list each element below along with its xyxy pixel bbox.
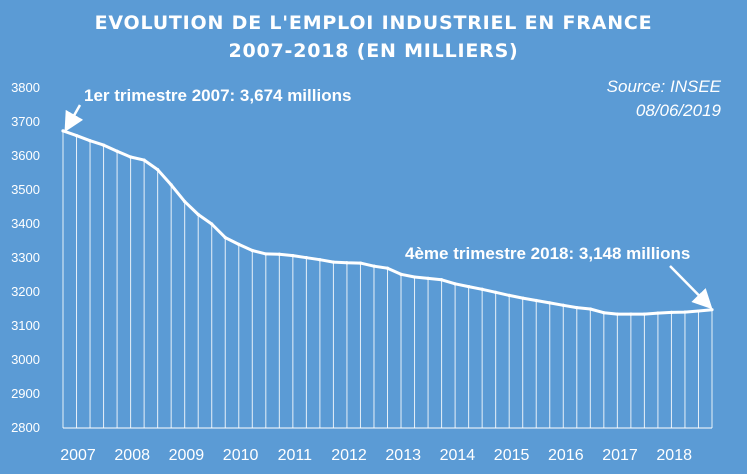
data-point: [237, 242, 241, 246]
data-point: [642, 312, 646, 316]
y-tick-label: 3100: [11, 318, 40, 333]
y-tick-label: 3600: [11, 148, 40, 163]
data-point: [291, 254, 295, 258]
y-tick-label: 3700: [11, 114, 40, 129]
data-point: [588, 307, 592, 311]
data-point: [412, 275, 417, 279]
y-tick-label: 3400: [11, 216, 40, 231]
x-tick-label: 2013: [385, 447, 421, 464]
data-point: [196, 212, 200, 217]
data-point: [534, 298, 538, 303]
y-tick-label: 2800: [11, 420, 40, 435]
data-point: [101, 143, 106, 147]
x-tick-label: 2017: [602, 447, 638, 464]
x-tick-label: 2015: [494, 447, 530, 464]
data-point: [210, 222, 214, 226]
chart-title-line2: 2007-2018 (EN MILLIERS): [228, 40, 519, 62]
data-point: [426, 276, 430, 280]
data-point: [507, 293, 511, 297]
y-tick-label: 2900: [11, 386, 40, 401]
annotation-start-arrow: [64, 104, 84, 133]
annotation-end-arrow: [669, 265, 713, 310]
data-point: [250, 248, 254, 253]
x-tick-label: 2009: [169, 447, 205, 464]
data-point: [602, 311, 606, 315]
y-tick-label: 3800: [11, 80, 40, 95]
data-point: [331, 260, 336, 264]
data-point: [129, 155, 133, 159]
data-point: [399, 272, 403, 276]
x-tick-label: 2012: [331, 447, 367, 464]
x-tick-label: 2010: [223, 447, 259, 464]
data-point: [548, 301, 552, 305]
data-point: [385, 266, 390, 270]
data-point: [629, 312, 633, 316]
data-point: [615, 312, 619, 316]
data-point: [169, 183, 173, 187]
data-point: [61, 129, 65, 133]
data-point: [264, 252, 268, 256]
data-point: [318, 258, 322, 262]
data-point: [74, 134, 79, 138]
x-tick-label: 2011: [278, 447, 313, 464]
data-point: [561, 303, 565, 307]
data-point: [467, 284, 471, 289]
data-point: [142, 158, 146, 162]
data-point: [115, 149, 119, 153]
data-point: [358, 261, 363, 265]
data-point: [480, 287, 484, 291]
y-tick-label: 3500: [11, 182, 40, 197]
data-point: [304, 256, 308, 260]
annotation-end-label: 4ème trimestre 2018: 3,148 millions: [405, 244, 690, 263]
x-tick-label: 2018: [656, 447, 692, 464]
x-tick-label: 2008: [114, 447, 150, 464]
data-point: [521, 296, 525, 300]
data-point: [683, 310, 687, 314]
chart-title-line1: EVOLUTION DE L'EMPLOI INDUSTRIEL EN FRAN…: [94, 12, 653, 34]
y-tick-label: 3000: [11, 352, 40, 367]
y-tick-label: 3200: [11, 284, 40, 299]
data-point: [223, 236, 227, 240]
data-point: [88, 139, 92, 143]
data-point: [439, 278, 444, 282]
data-point: [453, 282, 457, 286]
data-point: [494, 290, 498, 294]
x-tick-label: 2016: [548, 447, 584, 464]
data-point: [277, 252, 281, 256]
x-tick-label: 2007: [60, 447, 96, 464]
data-point: [710, 308, 714, 312]
data-point: [156, 168, 160, 172]
data-point: [372, 264, 376, 268]
chart-source-date: 08/06/2019: [635, 101, 721, 120]
x-tick-label: 2014: [440, 447, 476, 464]
data-point: [656, 311, 660, 315]
data-point: [345, 261, 349, 265]
data-point: [669, 310, 674, 314]
chart-source: Source: INSEE: [606, 77, 721, 96]
data-point: [575, 306, 579, 310]
annotation-start-label: 1er trimestre 2007: 3,674 millions: [84, 86, 351, 105]
data-point: [696, 309, 701, 313]
data-point: [183, 199, 187, 204]
y-tick-label: 3300: [11, 250, 40, 265]
